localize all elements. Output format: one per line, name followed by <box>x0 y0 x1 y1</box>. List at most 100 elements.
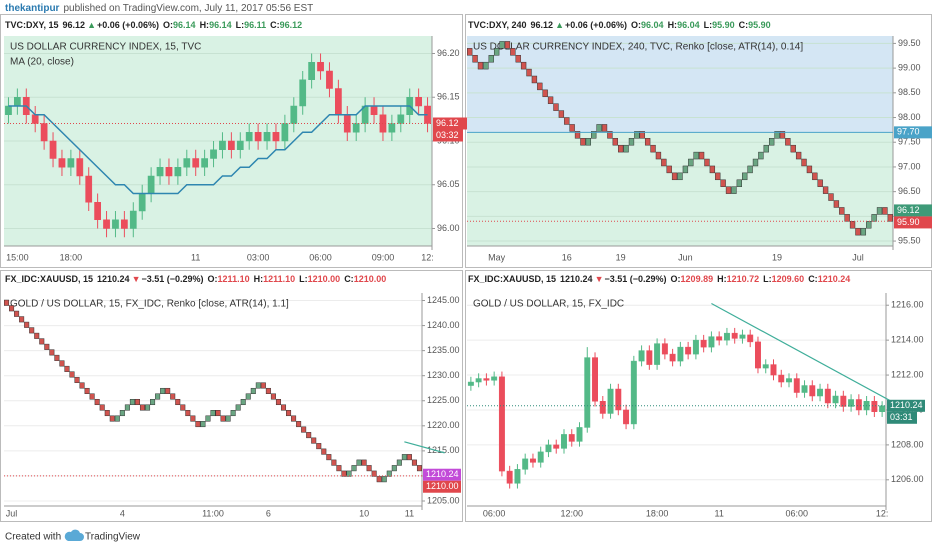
renko-brick <box>736 179 742 187</box>
candle-body <box>669 353 676 362</box>
renko-brick <box>547 96 554 104</box>
renko-brick <box>301 426 307 433</box>
renko-brick <box>190 415 196 422</box>
renko-brick <box>644 138 651 146</box>
price-label-box <box>894 216 932 229</box>
last-price: 1210.24 <box>97 274 130 284</box>
renko-brick <box>515 55 521 63</box>
candle-body <box>654 343 661 365</box>
candle-body <box>778 374 785 383</box>
y-tick-label: 95.50 <box>898 235 921 245</box>
ohlc-value: 1209.60 <box>772 274 805 284</box>
renko-brick <box>286 410 292 417</box>
renko-brick <box>361 459 367 466</box>
y-tick-label: 1205.00 <box>427 495 460 505</box>
candle-body <box>716 336 723 341</box>
renko-brick <box>64 365 70 372</box>
change-arrow: ▼ <box>132 274 141 284</box>
ohlc-value: 96.12 <box>280 20 303 30</box>
ohlc-value: 1211.10 <box>263 274 295 284</box>
candle-body <box>553 444 560 449</box>
renko-brick <box>150 398 156 406</box>
footer-text: Created with <box>5 532 61 543</box>
renko-brick <box>391 465 397 472</box>
renko-brick <box>564 117 570 125</box>
candle-body <box>397 114 405 124</box>
renko-brick <box>779 131 786 139</box>
renko-brick <box>59 360 65 367</box>
renko-brick <box>601 124 608 132</box>
renko-brick <box>139 404 146 411</box>
renko-brick <box>235 404 241 411</box>
ohlc-value: 1210.00 <box>308 274 341 284</box>
renko-brick <box>742 172 748 181</box>
footer-brand[interactable]: TradingView <box>85 532 141 543</box>
renko-brick <box>170 393 176 400</box>
x-tick-label: 10 <box>359 508 369 518</box>
renko-brick <box>731 186 737 194</box>
candle-body <box>739 334 746 339</box>
ohlc-key: C: <box>270 20 280 30</box>
candle-body <box>661 343 668 355</box>
renko-brick <box>822 186 829 194</box>
x-tick-label: 06:00 <box>483 508 506 518</box>
price-label: 95.90 <box>897 217 920 227</box>
renko-brick <box>19 316 25 323</box>
candle-body <box>871 400 878 412</box>
ohlc-key: L: <box>236 20 245 30</box>
renko-brick <box>119 410 125 417</box>
renko-brick <box>591 131 597 139</box>
y-tick-label: 98.50 <box>898 87 921 97</box>
author[interactable]: thekantipur <box>5 3 60 14</box>
candle-body <box>848 399 855 407</box>
renko-brick <box>341 470 347 477</box>
renko-brick <box>871 214 877 222</box>
renko-brick <box>661 158 667 167</box>
renko-brick <box>145 404 151 411</box>
renko-brick <box>709 165 716 174</box>
x-tick-label: 11:00 <box>202 508 224 518</box>
y-tick-label: 96.15 <box>437 92 460 102</box>
renko-brick <box>165 387 171 394</box>
renko-brick <box>200 421 206 428</box>
renko-brick <box>129 398 135 406</box>
symbol: TVC:DXY, 15 <box>5 20 59 30</box>
renko-brick <box>542 89 548 98</box>
candle-body <box>615 388 622 411</box>
candle-body <box>299 79 307 107</box>
renko-brick <box>510 48 516 56</box>
price-label: 96.12 <box>897 205 920 215</box>
x-tick-label: Jul <box>6 508 18 518</box>
candle-body <box>85 175 93 203</box>
candle-body <box>335 88 342 115</box>
candle-body <box>5 105 12 115</box>
candle-body <box>228 140 235 150</box>
symbol-header: FX_IDC:XAUUSD, 15 1210.24 ▼−3.51 (−0.29%) O… <box>5 274 386 284</box>
renko-brick <box>356 459 362 466</box>
candle-body <box>537 451 544 463</box>
x-tick-label: 12: <box>421 252 434 262</box>
renko-brick <box>109 415 115 422</box>
renko-brick <box>260 382 266 389</box>
ohlc-key: L: <box>763 274 772 284</box>
renko-brick <box>29 327 35 334</box>
candle-body <box>475 378 482 383</box>
renko-brick <box>876 207 883 215</box>
renko-brick <box>381 476 387 483</box>
indicator-label: MA (20, close) <box>10 57 74 68</box>
candle-body <box>201 158 208 168</box>
candle-body <box>31 114 39 124</box>
price-label-box <box>433 117 471 130</box>
tradingview-logo[interactable] <box>64 529 84 541</box>
y-tick-label: 99.50 <box>898 38 921 48</box>
candle-body <box>76 158 84 177</box>
y-tick-label: 1214.00 <box>891 335 924 345</box>
renko-brick <box>34 332 40 339</box>
candle-body <box>94 202 101 220</box>
renko-brick <box>14 310 20 317</box>
renko-brick <box>639 131 645 139</box>
renko-brick <box>366 465 372 472</box>
candle-body <box>40 123 48 142</box>
renko-brick <box>220 415 226 422</box>
candle-body <box>112 219 119 229</box>
